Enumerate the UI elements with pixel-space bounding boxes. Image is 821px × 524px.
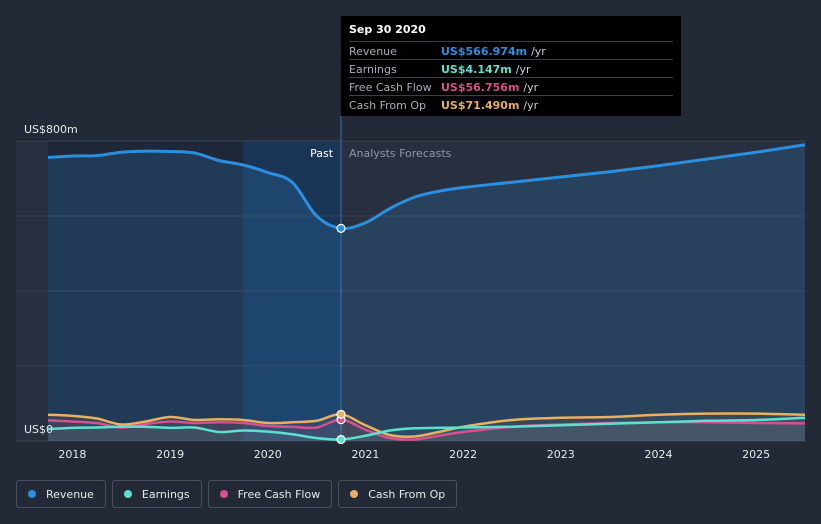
tooltip-label: Earnings <box>349 62 397 76</box>
x-tick-label: 2021 <box>351 448 379 461</box>
x-tick-label: 2022 <box>449 448 477 461</box>
tooltip: Sep 30 2020 Revenue US$566.974m /yr Earn… <box>341 16 681 116</box>
revenue-area-fill <box>48 144 805 441</box>
x-tick-label: 2025 <box>742 448 770 461</box>
tooltip-value: US$566.974m <box>441 44 528 58</box>
tooltip-date: Sep 30 2020 <box>349 23 426 36</box>
x-tick-label: 2023 <box>547 448 575 461</box>
tooltip-value: US$4.147m <box>441 62 512 76</box>
series-area-free-cash-flow <box>48 419 805 441</box>
forecast-region-label: Analysts Forecasts <box>349 147 452 160</box>
tooltip-row-free-cash-flow: Free Cash Flow US$56.756m /yr <box>349 77 673 95</box>
x-tick-label: 2020 <box>254 448 282 461</box>
legend-label: Revenue <box>46 487 94 501</box>
legend-item-revenue[interactable]: Revenue <box>16 480 106 508</box>
x-tick-label: 2024 <box>644 448 672 461</box>
tooltip-unit: /yr <box>531 44 546 58</box>
legend-item-earnings[interactable]: Earnings <box>111 480 202 508</box>
tooltip-row-cash-from-op: Cash From Op US$71.490m /yr <box>349 95 673 113</box>
series-line-earnings <box>47 416 806 441</box>
marker-earnings <box>336 434 346 445</box>
tooltip-unit: /yr <box>523 80 539 94</box>
legend-dot-icon <box>28 490 36 498</box>
tooltip-unit: /yr <box>515 62 531 76</box>
tooltip-value: US$71.490m <box>441 98 520 112</box>
legend-dot-icon <box>219 490 228 498</box>
x-tick-label: 2019 <box>156 448 184 461</box>
x-tick-label: 2018 <box>58 448 86 461</box>
marker-revenue <box>336 223 346 233</box>
highlight-markers <box>336 223 346 445</box>
tooltip-row-earnings: Earnings US$4.147m /yr <box>349 59 673 77</box>
past-region-label: Past <box>310 147 334 160</box>
legend-label: Cash From Op <box>368 487 446 501</box>
legend-dot-icon <box>123 490 132 498</box>
tooltip-value: US$56.756m <box>441 80 520 94</box>
y-axis-top-label: US$800m <box>24 123 78 136</box>
revenue-area <box>48 144 805 441</box>
legend-dot-icon <box>350 490 359 498</box>
tooltip-row-revenue: Revenue US$566.974m /yr <box>349 41 673 59</box>
legend: Revenue Earnings Free Cash Flow Cash Fro… <box>16 480 458 508</box>
tooltip-label: Revenue <box>349 44 397 58</box>
x-axis-ticks: 2018 2019 2020 2021 2022 2023 2024 2025 <box>58 448 770 461</box>
tooltip-unit: /yr <box>523 98 539 112</box>
gridlines <box>16 116 805 442</box>
marker-cash-from-op <box>336 409 346 419</box>
tooltip-label: Cash From Op <box>349 98 427 112</box>
legend-label: Free Cash Flow <box>237 487 321 501</box>
legend-item-free-cash-flow[interactable]: Free Cash Flow <box>207 480 333 508</box>
legend-item-cash-from-op[interactable]: Cash From Op <box>338 480 458 508</box>
y-axis-bottom-label: US$0 <box>24 423 53 436</box>
legend-label: Earnings <box>141 487 190 501</box>
tooltip-label: Free Cash Flow <box>349 80 432 94</box>
